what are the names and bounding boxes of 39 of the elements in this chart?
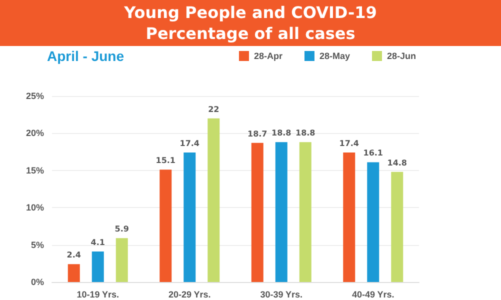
bar [391,172,404,282]
bar [160,170,172,282]
data-label: 16.1 [363,148,384,158]
y-tick-label: 10% [26,202,44,213]
y-tick-label: 0% [30,277,44,287]
legend-label: 28-Apr [254,51,283,61]
legend-label: 28-Jun [386,51,416,61]
bar [208,118,220,282]
bar [68,264,80,282]
y-tick-label: 15% [26,165,44,176]
data-label: 14.8 [387,158,408,168]
data-label: 15.1 [156,156,176,166]
data-label: 4.1 [90,238,106,247]
data-label: 18.7 [248,129,268,138]
bar [299,142,312,282]
chart-title: Young People and COVID-19 Percentage of all cases [0,0,501,46]
x-tick-label: 40-49 Yrs. [352,290,394,300]
data-label: 17.4 [180,139,200,148]
data-label: 5.9 [114,224,130,234]
data-label: 22 [208,104,220,114]
bar [116,238,128,282]
data-label: 18.8 [296,128,316,138]
x-tick-label: 30-39 Yrs. [260,290,303,300]
y-tick-label: 5% [30,240,44,250]
bar [275,142,288,282]
bar [367,162,380,282]
chart-subtitle: April - June [47,48,124,64]
data-label: 18.8 [272,128,292,138]
bar [92,251,104,282]
data-label: 2.4 [66,250,82,260]
data-label: 17.4 [339,139,360,148]
x-tick-label: 20-29 Yrs. [168,290,211,300]
y-tick-label: 25% [26,91,44,101]
bar [184,152,196,282]
y-tick-label: 20% [26,128,44,138]
legend-label: 28-May [319,51,350,61]
x-tick-label: 10-19 Yrs. [76,290,120,300]
bar [251,142,264,282]
bar [343,152,356,282]
